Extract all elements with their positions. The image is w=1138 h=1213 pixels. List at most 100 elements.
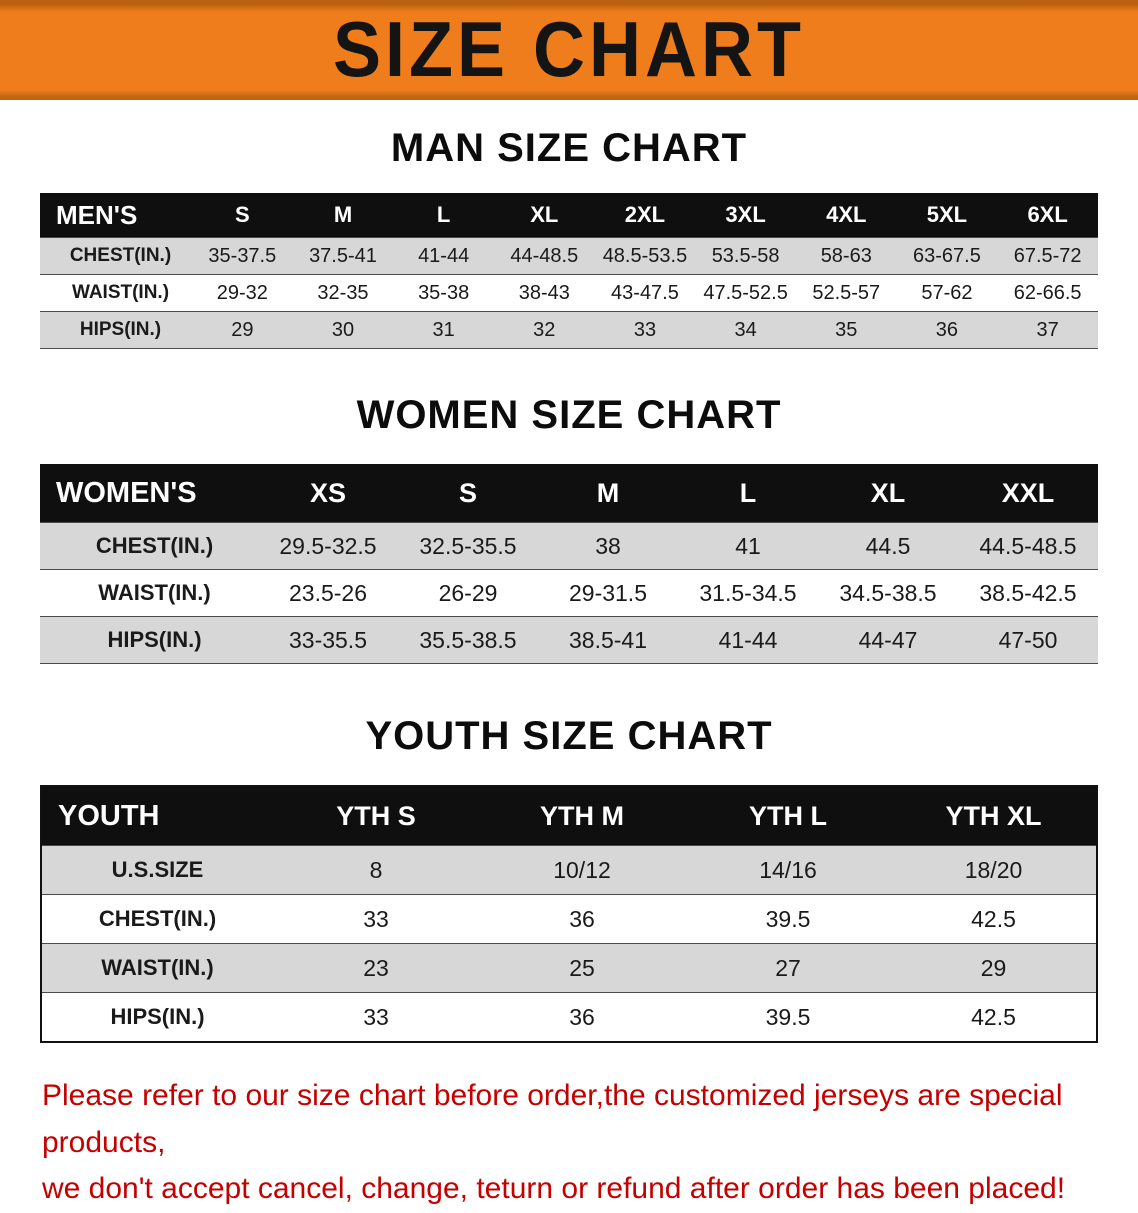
youth-table-title: YOUTH xyxy=(41,786,273,846)
page-title: SIZE CHART xyxy=(333,6,805,94)
table-cell: 38 xyxy=(538,522,678,570)
size-chart-banner: SIZE CHART xyxy=(0,0,1138,100)
table-cell: 36 xyxy=(569,905,595,932)
column-header: XL xyxy=(818,464,958,523)
table-cell: 25 xyxy=(479,943,685,993)
row-label: WAIST(IN.) xyxy=(98,580,211,605)
youth-size-table: YOUTH YTH S YTH M YTH L YTH XL U.S.SIZE … xyxy=(40,785,1098,1043)
table-cell: 37.5-41 xyxy=(292,237,394,275)
table-row: HIPS(IN.) 33-35.5 35.5-38.5 38.5-41 41-4… xyxy=(40,616,1098,664)
table-row: HIPS(IN.) 29 30 31 32 33 34 35 36 37 xyxy=(40,311,1098,349)
table-row: WAIST(IN.) 29-32 32-35 35-38 38-43 43-47… xyxy=(40,274,1098,312)
table-cell: 57-62 xyxy=(921,281,973,304)
column-header: XS xyxy=(258,464,398,523)
table-row: WAIST(IN.) 23.5-26 26-29 29-31.5 31.5-34… xyxy=(40,569,1098,617)
women-size-table: WOMEN'S XS S M L XL XXL CHEST(IN.) 29.5-… xyxy=(40,464,1098,664)
table-cell: 37 xyxy=(997,311,1098,349)
table-cell: 47.5-52.5 xyxy=(703,281,788,304)
table-cell: 8 xyxy=(273,845,479,895)
table-row: WAIST(IN.) 23 25 27 29 xyxy=(41,943,1097,993)
table-cell: 38-43 xyxy=(518,281,570,304)
order-policy-line-1: Please refer to our size chart before or… xyxy=(42,1079,1063,1159)
men-table-header-row: MEN'S S M L XL 2XL 3XL 4XL 5XL 6XL xyxy=(40,193,1098,238)
row-label: HIPS(IN.) xyxy=(110,1004,205,1029)
column-header: L xyxy=(678,464,818,523)
column-header: S xyxy=(192,193,293,238)
youth-table-header-row: YOUTH YTH S YTH M YTH L YTH XL xyxy=(41,786,1097,846)
table-cell: 42.5 xyxy=(971,905,1016,932)
table-cell: 35-37.5 xyxy=(192,237,293,275)
table-cell: 29-32 xyxy=(216,281,268,304)
table-cell: 14/16 xyxy=(685,845,891,895)
table-cell: 18/20 xyxy=(891,845,1097,895)
table-cell: 31.5-34.5 xyxy=(699,579,797,606)
order-policy-notice: Please refer to our size chart before or… xyxy=(42,1073,1096,1213)
column-header: 3XL xyxy=(695,193,796,238)
table-row: CHEST(IN.) 35-37.5 37.5-41 41-44 44-48.5… xyxy=(40,237,1098,275)
order-policy-line-2: we don't accept cancel, change, teturn o… xyxy=(42,1172,1066,1205)
column-header: S xyxy=(398,464,538,523)
row-label: CHEST(IN.) xyxy=(98,906,217,931)
table-cell: 36 xyxy=(896,311,998,349)
column-header: 2XL xyxy=(594,193,696,238)
table-cell: 32.5-35.5 xyxy=(398,522,538,570)
table-cell: 63-67.5 xyxy=(896,237,998,275)
table-cell: 32 xyxy=(493,311,595,349)
table-row: CHEST(IN.) 33 36 39.5 42.5 xyxy=(41,894,1097,944)
women-table-header-row: WOMEN'S XS S M L XL XXL xyxy=(40,464,1098,523)
row-label: CHEST(IN.) xyxy=(40,522,258,570)
table-cell: 38.5-41 xyxy=(538,616,678,664)
table-cell: 48.5-53.5 xyxy=(594,237,696,275)
women-section-heading: WOMEN SIZE CHART xyxy=(356,393,782,437)
table-cell: 29.5-32.5 xyxy=(258,522,398,570)
table-cell: 29 xyxy=(192,311,293,349)
column-header: YTH S xyxy=(273,786,479,846)
table-cell: 30 xyxy=(292,311,394,349)
table-cell: 26-29 xyxy=(438,579,498,606)
table-cell: 41 xyxy=(678,522,818,570)
table-cell: 23 xyxy=(273,943,479,993)
table-cell: 41-44 xyxy=(678,616,818,664)
table-cell: 10/12 xyxy=(479,845,685,895)
table-cell: 31 xyxy=(393,311,494,349)
table-cell: 44-47 xyxy=(818,616,958,664)
table-cell: 35 xyxy=(795,311,897,349)
women-table-title: WOMEN'S xyxy=(40,464,258,523)
column-header: L xyxy=(393,193,494,238)
table-row: CHEST(IN.) 29.5-32.5 32.5-35.5 38 41 44.… xyxy=(40,522,1098,570)
table-cell: 47-50 xyxy=(958,616,1098,664)
row-label: HIPS(IN.) xyxy=(40,311,192,349)
youth-section-heading: YOUTH SIZE CHART xyxy=(365,714,773,758)
table-cell: 23.5-26 xyxy=(288,579,367,606)
table-cell: 35.5-38.5 xyxy=(398,616,538,664)
table-cell: 39.5 xyxy=(765,905,811,932)
table-cell: 58-63 xyxy=(795,237,897,275)
men-table-title: MEN'S xyxy=(40,193,192,238)
table-row: U.S.SIZE 8 10/12 14/16 18/20 xyxy=(41,845,1097,895)
row-label: HIPS(IN.) xyxy=(40,616,258,664)
column-header: 5XL xyxy=(896,193,998,238)
table-cell: 33-35.5 xyxy=(258,616,398,664)
table-cell: 29-31.5 xyxy=(568,579,647,606)
table-cell: 33 xyxy=(594,311,696,349)
table-cell: 36 xyxy=(569,1003,595,1030)
table-cell: 32-35 xyxy=(317,281,369,304)
table-cell: 41-44 xyxy=(393,237,494,275)
table-cell: 33 xyxy=(363,1003,389,1030)
column-header: YTH L xyxy=(685,786,891,846)
table-cell: 34.5-38.5 xyxy=(839,579,937,606)
column-header: 4XL xyxy=(795,193,897,238)
table-cell: 42.5 xyxy=(971,1003,1016,1030)
table-cell: 62-66.5 xyxy=(1013,281,1082,304)
men-section-heading: MAN SIZE CHART xyxy=(390,126,748,170)
row-label: U.S.SIZE xyxy=(41,845,273,895)
table-cell: 38.5-42.5 xyxy=(979,579,1077,606)
table-cell: 35-38 xyxy=(418,281,470,304)
table-cell: 34 xyxy=(695,311,796,349)
column-header: YTH M xyxy=(479,786,685,846)
table-cell: 44.5-48.5 xyxy=(958,522,1098,570)
table-cell: 67.5-72 xyxy=(997,237,1098,275)
row-label: WAIST(IN.) xyxy=(41,943,273,993)
table-cell: 53.5-58 xyxy=(695,237,796,275)
table-cell: 33 xyxy=(363,905,389,932)
